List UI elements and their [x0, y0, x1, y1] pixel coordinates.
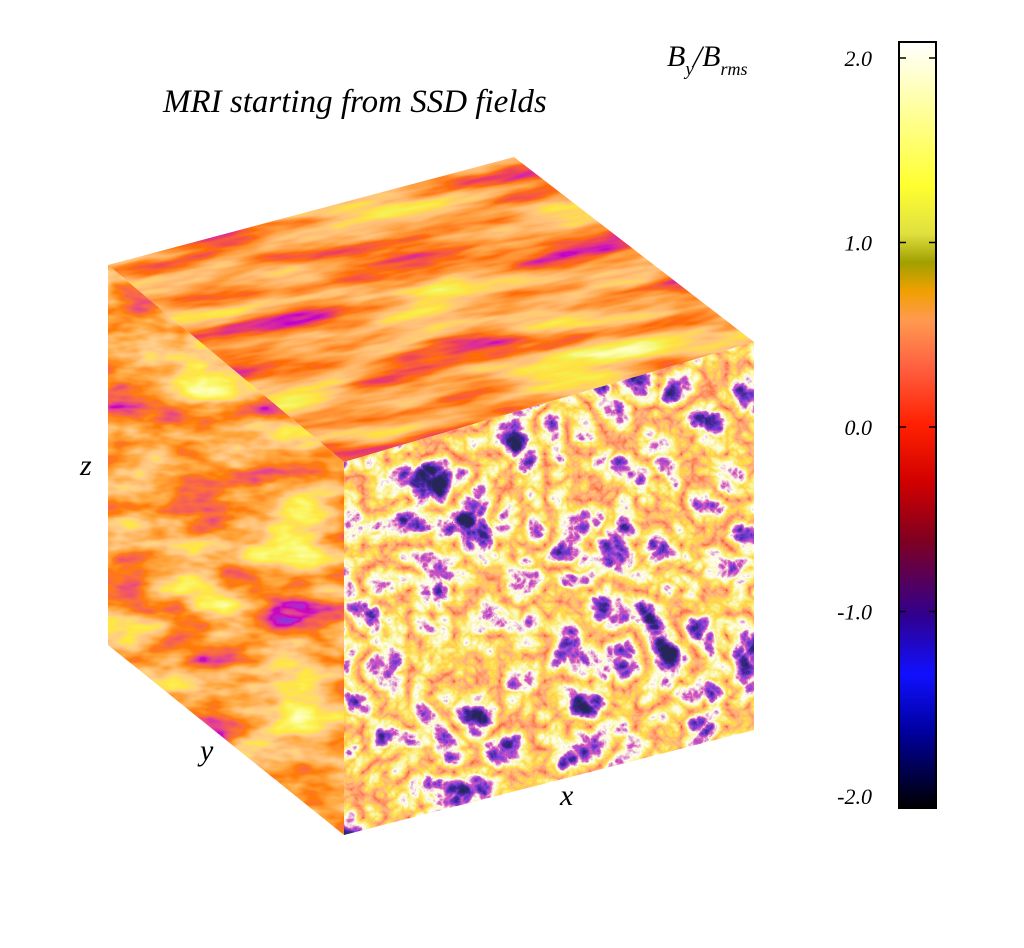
colorbar-label-mid: /B: [692, 40, 721, 73]
colorbar-tick-label: 2.0: [845, 46, 873, 71]
colorbar-tick-label: 0.0: [845, 415, 873, 440]
colorbar: 2.0 1.0 0.0 -1.0 -2.0: [837, 41, 937, 809]
colorbar-label-sub1: y: [683, 59, 694, 80]
field-cube: [108, 157, 754, 835]
figure-title: MRI starting from SSD fields: [162, 84, 547, 120]
axis-label-y: y: [197, 734, 214, 767]
colorbar-tick-label: -1.0: [837, 600, 872, 625]
colorbar-ticks: 2.0 1.0 0.0 -1.0 -2.0: [837, 46, 936, 809]
colorbar-tick-label: 1.0: [845, 231, 873, 256]
axis-label-z: z: [79, 449, 92, 482]
colorbar-label-main: B: [667, 40, 685, 73]
colorbar-tick-label: -2.0: [837, 784, 872, 809]
axis-label-x: x: [559, 779, 574, 812]
colorbar-label-sub2: rms: [720, 59, 747, 79]
colorbar-label: By/Brms: [667, 40, 747, 80]
colorbar-gradient: [898, 41, 937, 809]
